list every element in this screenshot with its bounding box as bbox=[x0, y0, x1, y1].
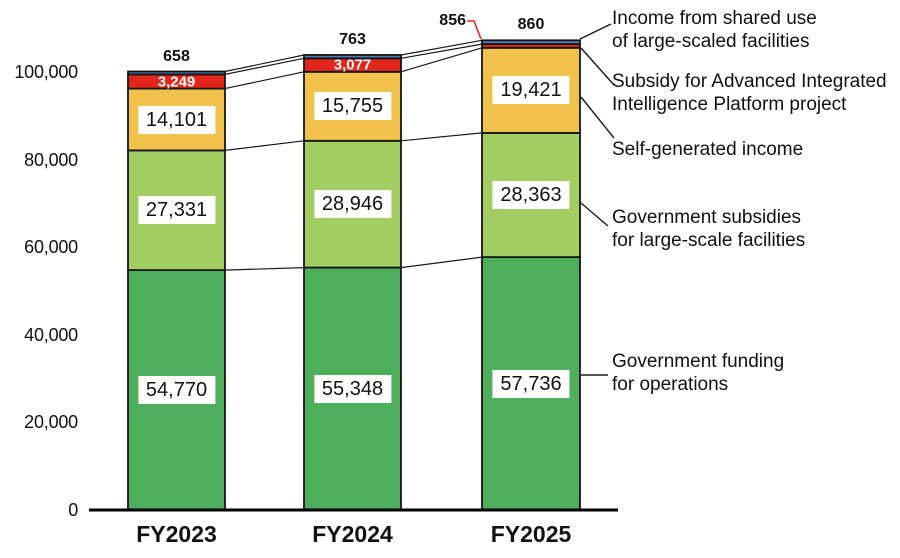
y-axis-tick-20000: 20,000 bbox=[24, 412, 78, 433]
value-label-government-subsidies-for-large-scale-facilities-fy2025: 28,363 bbox=[492, 181, 570, 209]
x-axis-label-fy2025: FY2025 bbox=[490, 521, 572, 547]
connector-line-self-generated-income bbox=[400, 47, 483, 73]
bar-segment-income-from-shared-use-of-large-scaled-facilities-fy2023 bbox=[127, 70, 226, 76]
legend-item-self-generated: Self-generated income bbox=[612, 139, 804, 160]
legend-leader-line-shared-use bbox=[579, 23, 612, 40]
y-axis-tick-80000: 80,000 bbox=[24, 149, 78, 170]
value-label-self-generated-income-fy2024: 15,755 bbox=[313, 92, 392, 121]
y-axis-tick-100000: 100,000 bbox=[14, 62, 78, 82]
value-label-income-from-shared-use-of-large-scaled-facilities-fy2024: 763 bbox=[339, 31, 366, 48]
bar-segment-income-from-shared-use-of-large-scaled-facilities-fy2025 bbox=[481, 39, 581, 45]
connector-line-subsidy-for-advanced-integrated-intelligence-platform-project bbox=[224, 57, 305, 75]
connector-line-self-generated-income bbox=[224, 71, 305, 90]
connector-line-income-from-shared-use-of-large-scaled-facilities bbox=[400, 39, 483, 56]
legend-item-gov-funding: Government funding for operations bbox=[612, 351, 785, 395]
value-label-self-generated-income-fy2025: 19,421 bbox=[492, 76, 570, 105]
legend-item-shared-use: Income from shared use of large-scaled f… bbox=[612, 8, 817, 52]
x-axis-label-fy2024: FY2024 bbox=[312, 521, 393, 547]
y-axis-tick-40000: 40,000 bbox=[24, 324, 78, 345]
connector-line-income-from-shared-use-of-large-scaled-facilities bbox=[224, 54, 305, 73]
legend-item-aiip-subsidy: Subsidy for Advanced Integrated Intellig… bbox=[612, 71, 887, 115]
bar-segment-income-from-shared-use-of-large-scaled-facilities-fy2024 bbox=[303, 54, 402, 60]
y-axis-tick-60000: 60,000 bbox=[24, 237, 78, 258]
value-label-government-funding-for-operations-fy2025: 57,736 bbox=[492, 369, 570, 398]
value-label-government-subsidies-for-large-scale-facilities-fy2024: 28,946 bbox=[313, 190, 392, 219]
legend-item-gov-subsidies: Government subsidies for large-scale fac… bbox=[612, 207, 806, 251]
value-label-subsidy-for-advanced-integrated-intelligence-platform-project-fy2023: 3,249 bbox=[157, 73, 196, 90]
connector-line-government-funding-for-operations bbox=[224, 267, 305, 271]
value-label-income-from-shared-use-of-large-scaled-facilities-fy2023: 658 bbox=[163, 47, 190, 65]
legend-leader-line-aiip-subsidy bbox=[580, 47, 615, 86]
y-axis-tick-0: 0 bbox=[68, 500, 78, 520]
connector-line-subsidy-for-advanced-integrated-intelligence-platform-project bbox=[400, 43, 483, 59]
value-label-government-funding-for-operations-fy2024: 55,348 bbox=[313, 374, 392, 403]
legend-leader-line-self-generated bbox=[580, 96, 615, 139]
callout-line-aiip-fy2025 bbox=[467, 20, 482, 40]
value-label-government-subsidies-for-large-scale-facilities-fy2023: 27,331 bbox=[137, 196, 216, 225]
callout-label-aiip-fy2025: 856 bbox=[439, 12, 466, 29]
connector-line-government-subsidies-for-large-scale-facilities bbox=[400, 132, 483, 142]
value-label-income-from-shared-use-of-large-scaled-facilities-fy2025: 860 bbox=[517, 16, 545, 34]
value-label-self-generated-income-fy2023: 14,101 bbox=[137, 105, 216, 134]
x-axis-label-fy2023: FY2023 bbox=[136, 521, 217, 547]
value-label-government-funding-for-operations-fy2023: 54,770 bbox=[137, 376, 216, 405]
connector-line-government-funding-for-operations bbox=[400, 256, 483, 269]
connector-line-government-subsidies-for-large-scale-facilities bbox=[224, 140, 305, 151]
value-label-subsidy-for-advanced-integrated-intelligence-platform-project-fy2024: 3,077 bbox=[333, 56, 372, 74]
legend-leader-line-gov-subsidies bbox=[580, 202, 609, 227]
